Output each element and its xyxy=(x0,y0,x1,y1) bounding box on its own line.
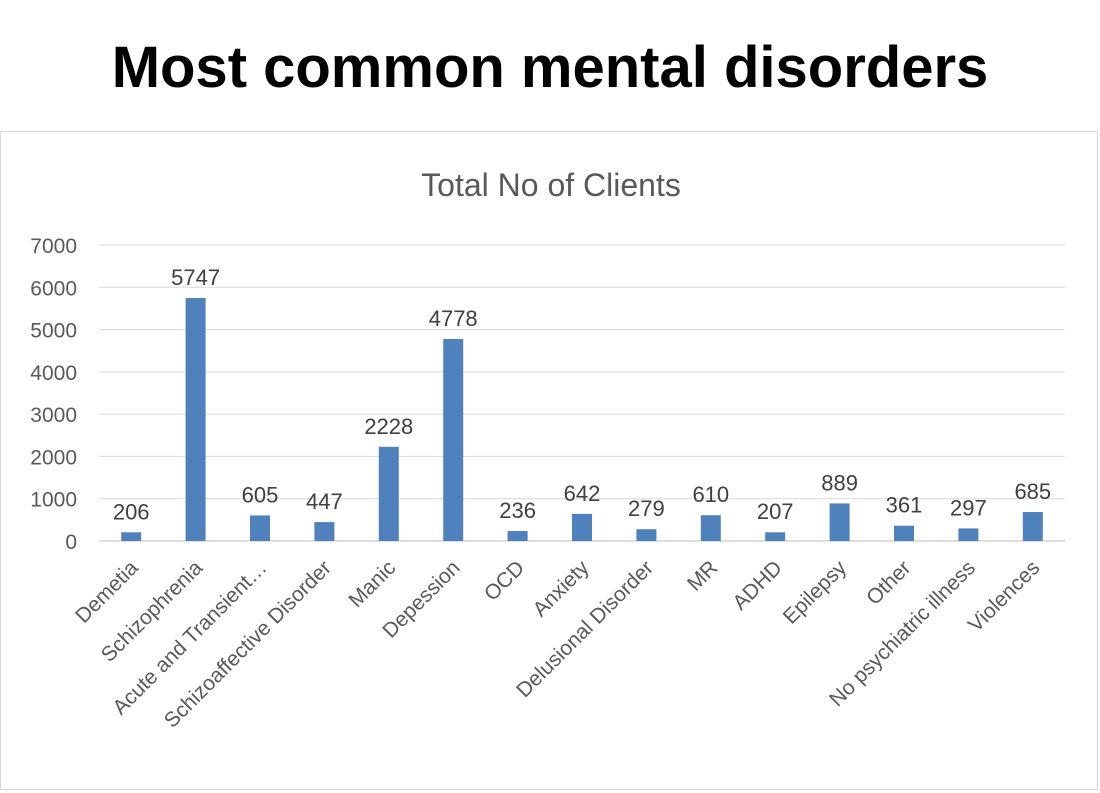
data-label: 889 xyxy=(821,470,858,495)
bar xyxy=(443,338,464,541)
bar xyxy=(314,522,335,541)
bar xyxy=(378,446,399,541)
data-label: 236 xyxy=(499,498,536,523)
x-tick-label: OCD xyxy=(480,556,529,605)
data-label: 642 xyxy=(564,481,601,506)
gridlines xyxy=(99,244,1065,542)
bar xyxy=(765,532,786,541)
bar xyxy=(636,529,657,541)
bar xyxy=(507,531,528,541)
data-label: 206 xyxy=(113,499,150,524)
data-label: 297 xyxy=(950,495,987,520)
y-tick-label: 1000 xyxy=(30,489,77,512)
y-tick-label: 3000 xyxy=(30,404,77,427)
x-tick-label: Manic xyxy=(344,556,400,612)
bar xyxy=(1022,512,1043,541)
bar xyxy=(894,525,914,541)
bar xyxy=(185,297,206,541)
data-label: 610 xyxy=(692,482,729,507)
bar xyxy=(700,515,721,541)
x-tick-label: MR xyxy=(683,556,722,595)
data-label: 207 xyxy=(757,499,794,524)
y-tick-label: 2000 xyxy=(30,446,77,469)
data-label: 605 xyxy=(242,482,279,507)
y-tick-label: 5000 xyxy=(30,320,77,343)
x-tick-label: Anxiety xyxy=(529,556,594,621)
bar xyxy=(121,532,142,541)
y-tick-label: 0 xyxy=(65,531,77,554)
y-tick-label: 6000 xyxy=(30,277,77,300)
chart-title: Total No of Clients xyxy=(421,167,681,203)
data-labels: 206 5747 605 447 2228 4778 236 642 279 610 207 889 3… xyxy=(113,265,1051,524)
bar xyxy=(250,515,270,541)
chart-frame: Total No of Clients 0 1000 2000 3000 4000 500… xyxy=(0,131,1098,790)
bar xyxy=(958,528,979,541)
x-tick-label: Epilepsy xyxy=(779,556,852,629)
data-label: 685 xyxy=(1014,479,1051,504)
bars xyxy=(121,297,1043,541)
bar xyxy=(829,503,850,541)
data-label: 361 xyxy=(886,493,923,518)
data-label: 279 xyxy=(628,496,665,521)
x-tick-label: Other xyxy=(862,556,915,609)
data-label: 4778 xyxy=(429,306,478,331)
x-tick-label: ADHD xyxy=(728,556,786,614)
data-label: 2228 xyxy=(364,414,413,439)
bar xyxy=(572,513,592,541)
y-tick-label: 7000 xyxy=(30,235,77,258)
data-label: 5747 xyxy=(171,265,220,290)
y-tick-label: 4000 xyxy=(30,362,77,385)
slide-title: Most common mental disorders xyxy=(111,35,989,100)
y-axis-ticks: 0 1000 2000 3000 4000 5000 6000 7000 xyxy=(30,235,77,554)
bar-chart: Total No of Clients 0 1000 2000 3000 4000 500… xyxy=(30,167,1065,732)
data-label: 447 xyxy=(306,489,343,514)
x-tick-label: Violences xyxy=(964,556,1044,636)
